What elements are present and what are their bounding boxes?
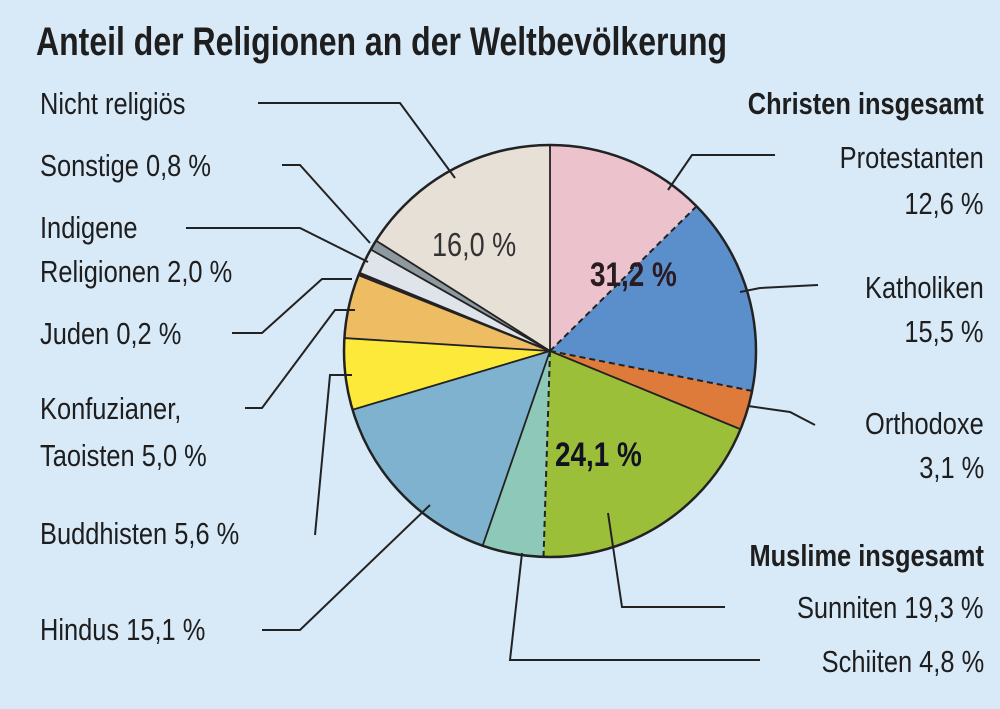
pie-slice-sunniten: [543, 351, 741, 557]
label-nicht-religioes: Nicht religiös: [40, 86, 186, 121]
pie-slice-konfuzianer-taoisten: [344, 275, 550, 351]
label-indigene-2: Religionen 2,0 %: [40, 254, 233, 289]
label-christen-total: 31,2 %: [590, 256, 677, 294]
label-protestanten-2: 12,6 %: [904, 186, 984, 221]
pie-slice-orthodoxe: [550, 351, 753, 430]
label-konfuzianer-1: Konfuzianer,: [40, 391, 182, 426]
leader-konfuzianer: [245, 309, 355, 409]
label-konfuzianer-2: Taoisten 5,0 %: [40, 438, 207, 473]
label-buddhisten: Buddhisten 5,6 %: [40, 516, 240, 551]
label-indigene-1: Indigene: [40, 210, 138, 245]
leader-indigene: [186, 227, 369, 263]
slice-separator: [359, 271, 551, 352]
label-nicht-religioes-value: 16,0 %: [432, 226, 517, 263]
label-sonstige: Sonstige 0,8 %: [40, 148, 211, 183]
slice-separator: [481, 350, 551, 546]
label-orthodoxe-2: 3,1 %: [918, 450, 984, 485]
leader-sunniten: [607, 512, 725, 608]
label-hindus: Hindus 15,1 %: [40, 612, 206, 647]
slice-separator: [352, 350, 551, 411]
pie-slice-protestanten: [550, 145, 697, 351]
leader-nicht-religioes: [258, 102, 456, 179]
label-orthodoxe-1: Orthodoxe: [865, 406, 984, 441]
slice-separator: [344, 337, 551, 352]
label-sunniten: Sunniten 19,3 %: [797, 590, 984, 625]
pie-slice-indigene-religionen: [359, 249, 550, 351]
slice-separator: [542, 350, 551, 557]
label-juden: Juden 0,2 %: [40, 316, 182, 351]
label-protestanten-1: Protestanten: [839, 140, 984, 175]
slice-separator: [549, 350, 753, 392]
leader-orthodoxe: [747, 405, 816, 426]
slice-separator: [549, 205, 698, 352]
label-muslime-insgesamt: Muslime insgesamt: [749, 538, 984, 573]
leader-sonstige: [282, 164, 371, 244]
slice-separator: [375, 239, 551, 352]
pie-slice-schiiten: [482, 351, 550, 557]
label-katholiken-1: Katholiken: [865, 270, 984, 305]
label-schiiten: Schiiten 4,8 %: [821, 644, 984, 679]
slice-separator: [549, 350, 741, 431]
leader-hindus: [262, 504, 431, 631]
pie-slice-nicht-religiös: [376, 145, 550, 351]
leader-schiiten: [508, 552, 760, 661]
leader-juden: [232, 278, 352, 334]
chart-title: Anteil der Religionen an der Weltbevölke…: [36, 20, 728, 64]
pie-slice-hindus: [352, 351, 550, 546]
label-katholiken-2: 15,5 %: [904, 314, 984, 349]
leader-buddhisten: [314, 374, 352, 536]
label-muslime-total: 24,1 %: [555, 436, 642, 474]
label-christen-insgesamt: Christen insgesamt: [748, 86, 984, 121]
leader-katholiken: [739, 284, 819, 293]
pie-slice-buddhisten: [344, 338, 550, 410]
pie-slice-katholiken: [550, 206, 757, 391]
pie-outline: [342, 143, 758, 559]
leader-protestanten: [667, 154, 775, 191]
slice-separator: [370, 248, 551, 352]
